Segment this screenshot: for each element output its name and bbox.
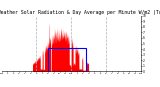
Bar (48, 48, 86, 71)
Title: Milwaukee Weather Solar Radiation & Day Average per Minute W/m2 (Today): Milwaukee Weather Solar Radiation & Day … (0, 10, 160, 15)
